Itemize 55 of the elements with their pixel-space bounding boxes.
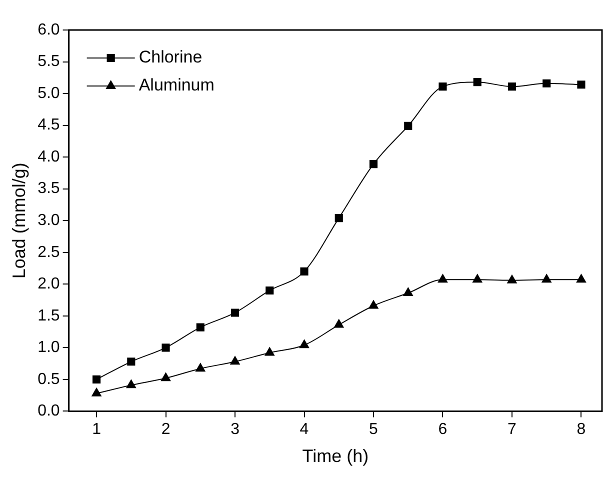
- x-tick-label: 2: [161, 421, 170, 438]
- y-tick-label: 5.0: [38, 84, 60, 102]
- x-tick-label: 6: [438, 421, 448, 438]
- point: [508, 82, 516, 91]
- legend-label: Chlorine: [138, 48, 202, 67]
- legend-label: Aluminum: [138, 76, 214, 95]
- point: [577, 80, 586, 89]
- point: [334, 214, 343, 222]
- point: [438, 274, 448, 283]
- y-tick-label: 1.0: [38, 339, 60, 356]
- point: [230, 308, 240, 317]
- point: [162, 344, 170, 352]
- y-tick-label: 5.5: [38, 53, 60, 70]
- point: [542, 79, 551, 88]
- y-tick-label: 6.0: [38, 21, 60, 38]
- point: [369, 160, 378, 168]
- point: [334, 319, 344, 328]
- point: [196, 323, 204, 332]
- y-tick-label: 0.5: [38, 370, 60, 388]
- x-tick-label: 4: [300, 421, 309, 438]
- point: [403, 288, 413, 296]
- point: [300, 267, 308, 276]
- x-tick-label: 5: [369, 421, 378, 438]
- point: [299, 340, 310, 348]
- point: [438, 82, 447, 91]
- point: [472, 274, 482, 283]
- y-tick-label: 1.5: [38, 307, 60, 324]
- x-tick-label: 1: [92, 421, 102, 438]
- point: [542, 274, 552, 283]
- y-tick-label: 4.5: [38, 116, 60, 134]
- point: [126, 380, 136, 388]
- point: [266, 286, 274, 295]
- x-tick-label: 8: [576, 421, 586, 438]
- y-tick-label: 2.0: [38, 276, 60, 293]
- point: [473, 78, 482, 86]
- x-tick-label: 3: [230, 421, 240, 438]
- point: [576, 274, 586, 283]
- point: [264, 347, 274, 356]
- point: [127, 358, 136, 366]
- x-tick-label: 7: [508, 421, 517, 438]
- x-axis-title: Time (h): [302, 446, 369, 466]
- point: [230, 356, 240, 365]
- y-tick-label: 0.0: [38, 402, 60, 420]
- y-axis-title: Load (mmol/g): [8, 162, 29, 279]
- point: [196, 363, 206, 372]
- point: [92, 388, 102, 396]
- point: [404, 122, 412, 130]
- point: [92, 375, 101, 384]
- y-tick-label: 3.5: [38, 180, 60, 198]
- point: [368, 300, 378, 309]
- y-tick-label: 4.0: [38, 148, 60, 166]
- y-tick-label: 2.5: [38, 244, 60, 261]
- point: [507, 274, 517, 284]
- point: [160, 372, 171, 382]
- y-tick-label: 3.0: [38, 212, 60, 230]
